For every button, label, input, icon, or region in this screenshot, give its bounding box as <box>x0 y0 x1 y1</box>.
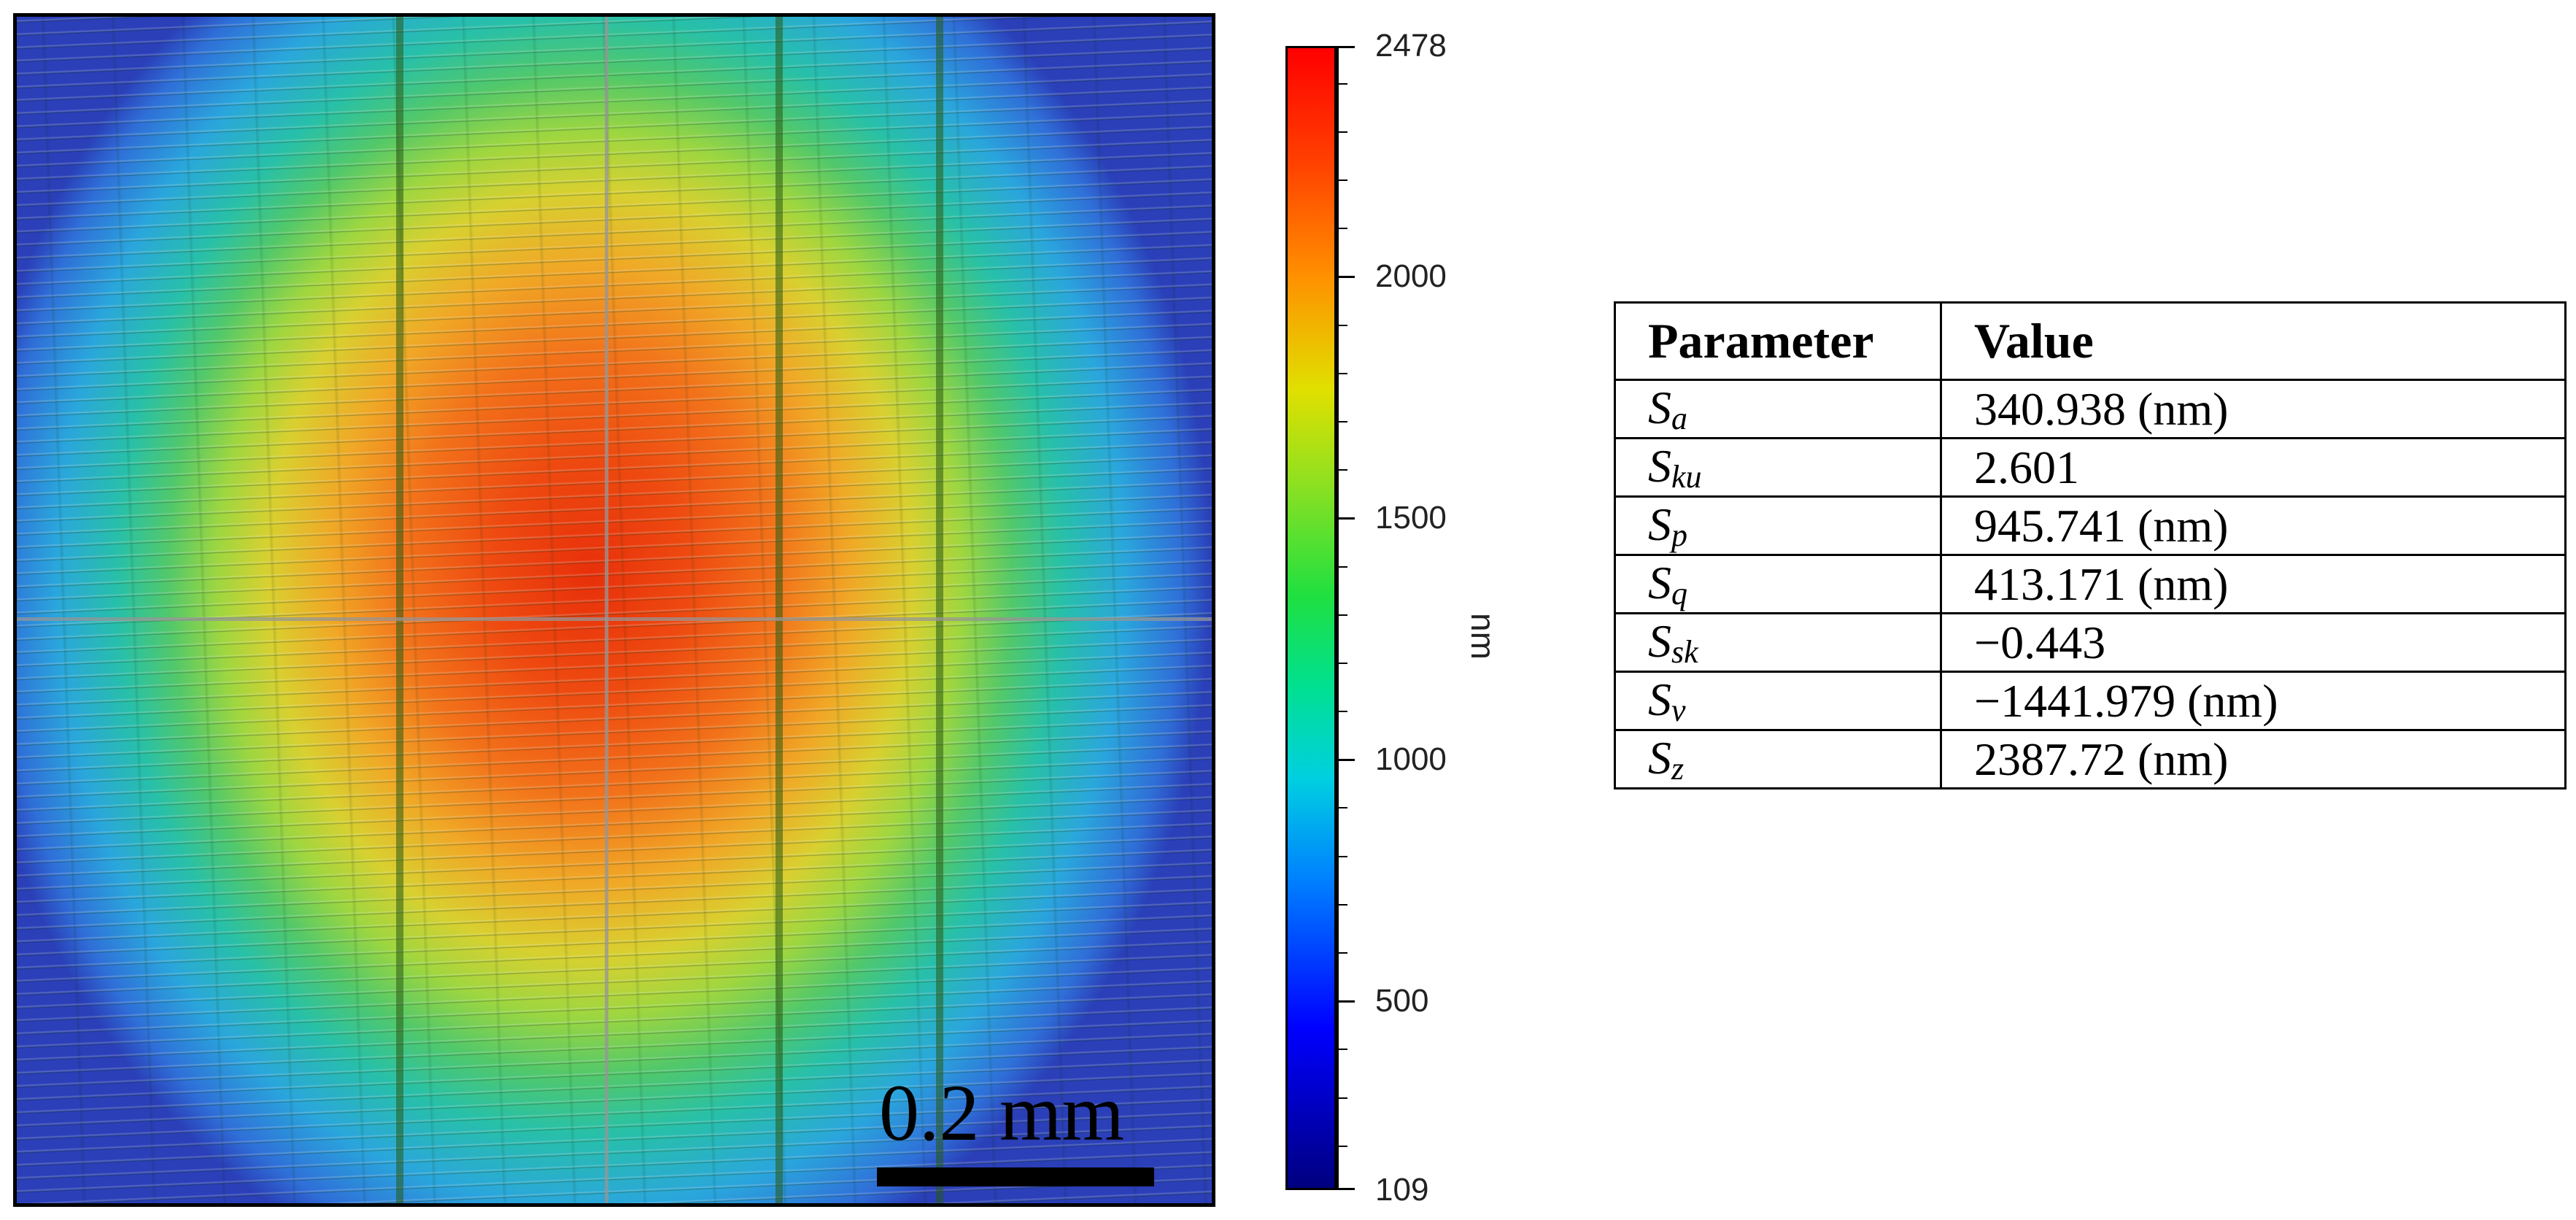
colorbar-minor-tick <box>1339 324 1347 326</box>
surface-groove <box>936 17 943 1203</box>
parameter-symbol: Sq <box>1614 554 1942 614</box>
colorbar-major-tick <box>1339 276 1355 279</box>
colorbar-major-tick <box>1339 1188 1355 1190</box>
table-row: Ssk −0.443 <box>1614 612 2567 673</box>
parameter-value: −1441.979 (nm) <box>1940 671 2567 731</box>
colorbar-minor-tick <box>1339 469 1347 471</box>
header-parameter: Parameter <box>1614 301 1942 381</box>
colorbar-major-tick <box>1339 759 1355 762</box>
roughness-parameter-table: Parameter Value Sa 340.938 (nm) Sku 2.601 Sp… <box>1614 301 2567 789</box>
table-row: Sv −1441.979 (nm) <box>1614 671 2567 731</box>
colorbar-tick-label: 500 <box>1375 983 1429 1019</box>
scale-bar-label: 0.2 mm <box>878 1068 1125 1157</box>
table-row: Sq 413.171 (nm) <box>1614 554 2567 614</box>
colorbar-major-tick <box>1339 517 1355 520</box>
surface-groove <box>775 17 783 1203</box>
parameter-symbol: Sp <box>1614 495 1942 556</box>
parameter-value: 2387.72 (nm) <box>1940 729 2567 789</box>
colorbar-tick-label: 2478 <box>1375 28 1447 63</box>
symbol-subscript: ku <box>1671 459 1702 495</box>
surface-texture <box>17 17 1212 1203</box>
colorbar-minor-tick <box>1339 82 1347 85</box>
symbol-base: S <box>1648 440 1671 492</box>
scale-bar <box>877 1167 1154 1186</box>
surface-groove <box>396 17 403 1203</box>
parameter-value: 413.171 (nm) <box>1940 554 2567 614</box>
parameter-value: 340.938 (nm) <box>1940 379 2567 439</box>
colorbar-minor-tick <box>1339 903 1347 906</box>
colorbar-tick-label: 2000 <box>1375 258 1447 295</box>
symbol-subscript: p <box>1671 517 1687 553</box>
colorbar-axis <box>1337 46 1358 1190</box>
colorbar-tick-label: 1500 <box>1375 500 1447 536</box>
parameter-symbol: Sa <box>1614 379 1942 439</box>
symbol-base: S <box>1648 615 1671 667</box>
surface-height-map <box>13 13 1215 1207</box>
parameter-symbol: Sz <box>1614 729 1942 789</box>
colorbar <box>1285 46 1337 1190</box>
table-row: Sku 2.601 <box>1614 437 2567 498</box>
colorbar-tick-label: 1000 <box>1375 741 1447 778</box>
symbol-subscript: v <box>1671 692 1686 728</box>
parameter-symbol: Sku <box>1614 437 1942 498</box>
parameter-value: 945.741 (nm) <box>1940 495 2567 556</box>
symbol-subscript: q <box>1671 576 1687 611</box>
colorbar-minor-tick <box>1339 1097 1347 1099</box>
colorbar-minor-tick <box>1339 179 1347 181</box>
colorbar-minor-tick <box>1339 420 1347 422</box>
colorbar-minor-tick <box>1339 711 1347 713</box>
header-value: Value <box>1940 301 2567 381</box>
colorbar-minor-tick <box>1339 1049 1347 1051</box>
crosshair-horizontal <box>17 617 1212 621</box>
symbol-subscript: sk <box>1671 634 1698 670</box>
colorbar-minor-tick <box>1339 565 1347 568</box>
crosshair-vertical <box>605 17 608 1203</box>
colorbar-minor-tick <box>1339 228 1347 230</box>
colorbar-minor-tick <box>1339 372 1347 374</box>
table-row: Sa 340.938 (nm) <box>1614 379 2567 439</box>
colorbar-minor-tick <box>1339 131 1347 133</box>
parameter-symbol: Sv <box>1614 671 1942 731</box>
colorbar-minor-tick <box>1339 807 1347 809</box>
parameter-value: −0.443 <box>1940 612 2567 673</box>
symbol-base: S <box>1648 498 1671 550</box>
parameter-value: 2.601 <box>1940 437 2567 498</box>
symbol-base: S <box>1648 732 1671 784</box>
colorbar-minor-tick <box>1339 1145 1347 1147</box>
colorbar-minor-tick <box>1339 952 1347 954</box>
colorbar-minor-tick <box>1339 614 1347 616</box>
table-row: Sp 945.741 (nm) <box>1614 495 2567 556</box>
symbol-base: S <box>1648 673 1671 725</box>
table-header-row: Parameter Value <box>1614 301 2567 381</box>
colorbar-minor-tick <box>1339 855 1347 857</box>
symbol-base: S <box>1648 557 1671 609</box>
table-row: Sz 2387.72 (nm) <box>1614 729 2567 789</box>
parameter-symbol: Ssk <box>1614 612 1942 673</box>
symbol-subscript: z <box>1671 751 1685 787</box>
colorbar-tick-label: 109 <box>1375 1172 1429 1208</box>
colorbar-minor-tick <box>1339 662 1347 664</box>
colorbar-major-tick <box>1339 46 1355 48</box>
colorbar-unit: nm <box>1464 613 1502 660</box>
symbol-subscript: a <box>1671 401 1687 436</box>
colorbar-major-tick <box>1339 1000 1355 1003</box>
symbol-base: S <box>1648 382 1671 433</box>
